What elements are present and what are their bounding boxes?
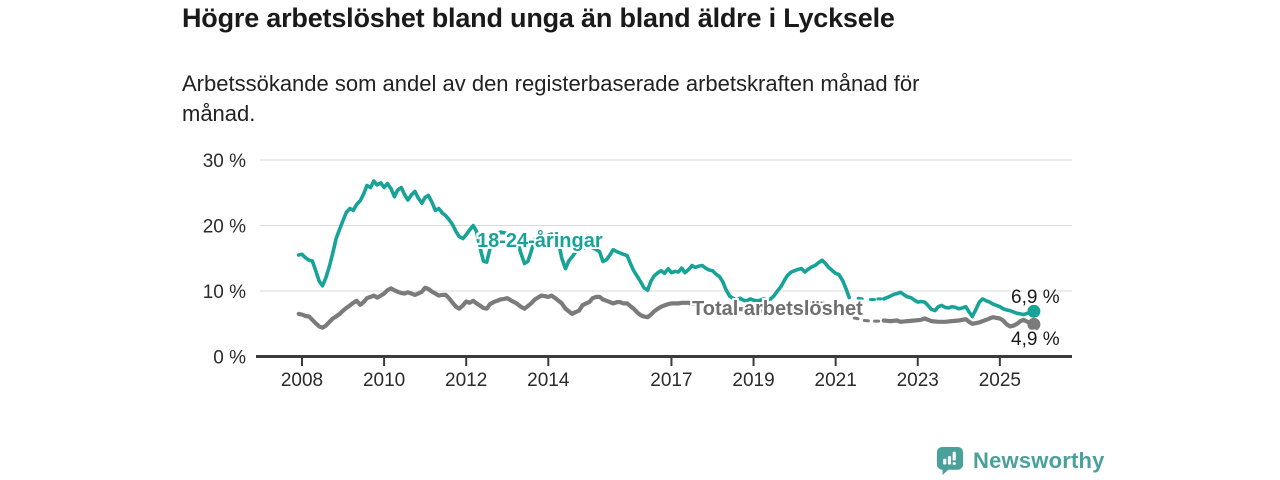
x-axis-label: 2008 <box>281 370 323 391</box>
chart-subtitle-line1: Arbetssökande som andel av den registerb… <box>182 71 920 96</box>
series-line <box>881 290 1036 319</box>
series-gap-dash <box>862 319 872 323</box>
y-axis-label: 20 % <box>203 217 246 238</box>
newsworthy-branding: Newsworthy <box>936 446 1105 475</box>
series-label-total: Total arbetslöshet <box>692 298 863 320</box>
x-axis-label: 2019 <box>732 370 774 391</box>
y-axis-label: 10 % <box>203 282 246 303</box>
series-end-dot <box>1027 317 1041 331</box>
x-axis-label: 2014 <box>527 370 570 391</box>
y-axis-label: 30 % <box>203 151 246 172</box>
x-axis-label: 2025 <box>979 370 1021 391</box>
chart-subtitle: Arbetssökande som andel av den registerb… <box>182 69 1042 129</box>
x-axis-label: 2012 <box>445 370 487 391</box>
series-line <box>296 285 852 330</box>
x-axis-label: 2017 <box>650 370 692 391</box>
chart-subtitle-line2: månad. <box>182 101 256 126</box>
end-value-label-18-24: 6,9 % <box>1011 287 1060 308</box>
series-line <box>296 179 851 303</box>
newsworthy-logo-icon <box>936 446 964 475</box>
x-axis-label: 2023 <box>897 370 939 391</box>
series-gap-dash <box>852 316 862 321</box>
series-line <box>881 315 1036 329</box>
series-end-dot <box>1027 304 1041 318</box>
series-gap-dash <box>856 296 864 301</box>
newsworthy-wordmark: Newsworthy <box>973 447 1105 473</box>
end-value-label-total: 4,9 % <box>1011 329 1060 350</box>
x-axis-label: 2021 <box>815 370 857 391</box>
chart-title: Högre arbetslöshet bland unga än bland ä… <box>182 3 895 33</box>
series-label-18-24: 18-24-åringar <box>477 230 603 252</box>
x-axis-label: 2010 <box>363 370 405 391</box>
y-axis-label: 0 % <box>213 348 246 369</box>
